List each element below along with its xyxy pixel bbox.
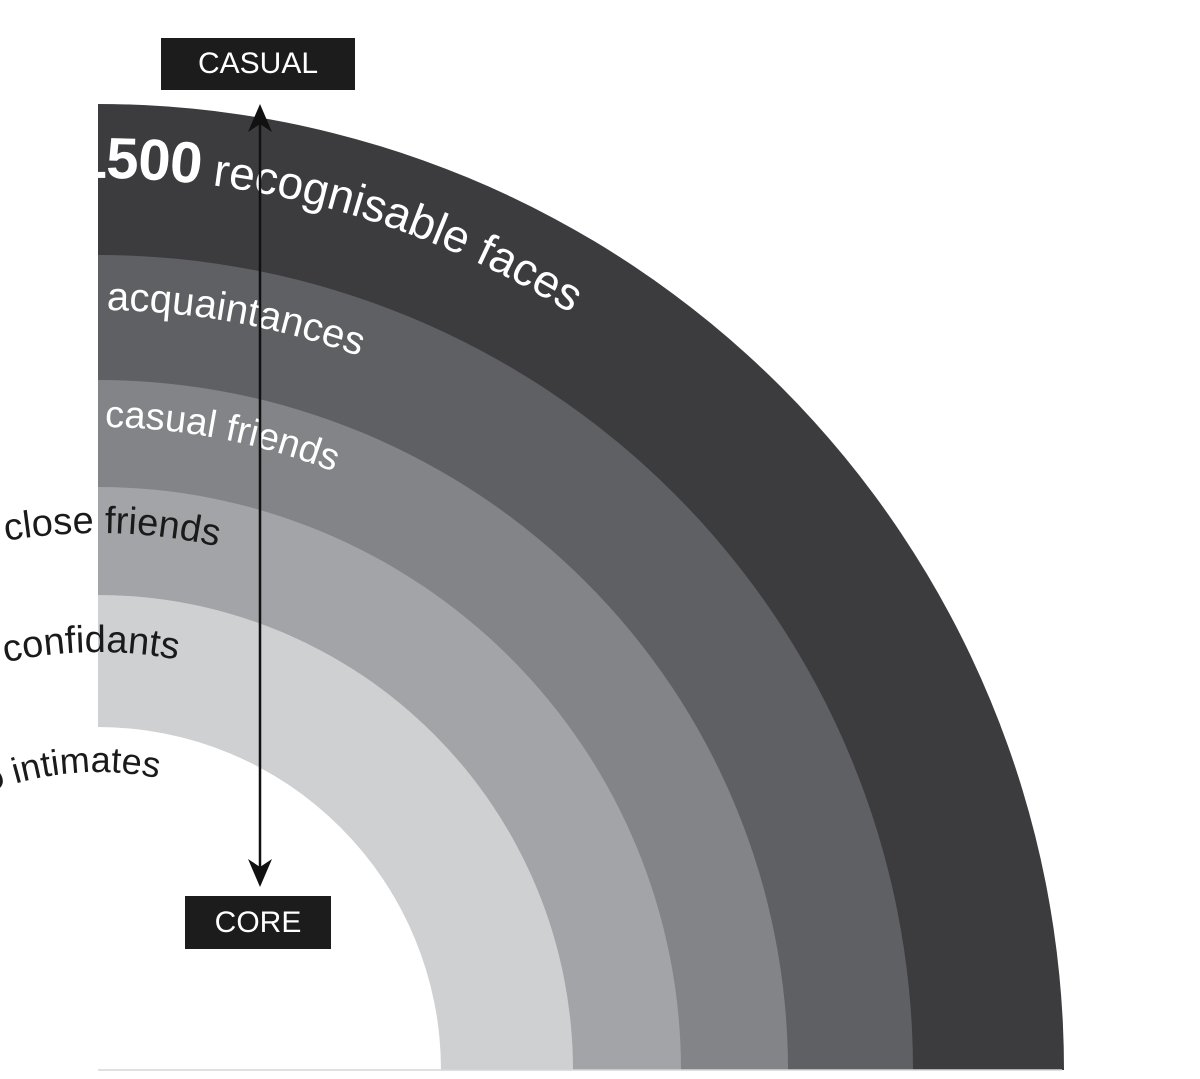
ring-number: 150: [9, 382, 94, 443]
arrow-up-icon: [248, 104, 272, 132]
casual-core-axis: [248, 104, 272, 887]
casual-label: CASUAL: [161, 38, 355, 90]
ring-number: 500: [8, 264, 96, 327]
arrow-down-icon: [248, 859, 272, 887]
ring-number: 1500: [74, 126, 204, 197]
concentric-rings: [98, 104, 1064, 1070]
core-label: CORE: [185, 896, 331, 949]
